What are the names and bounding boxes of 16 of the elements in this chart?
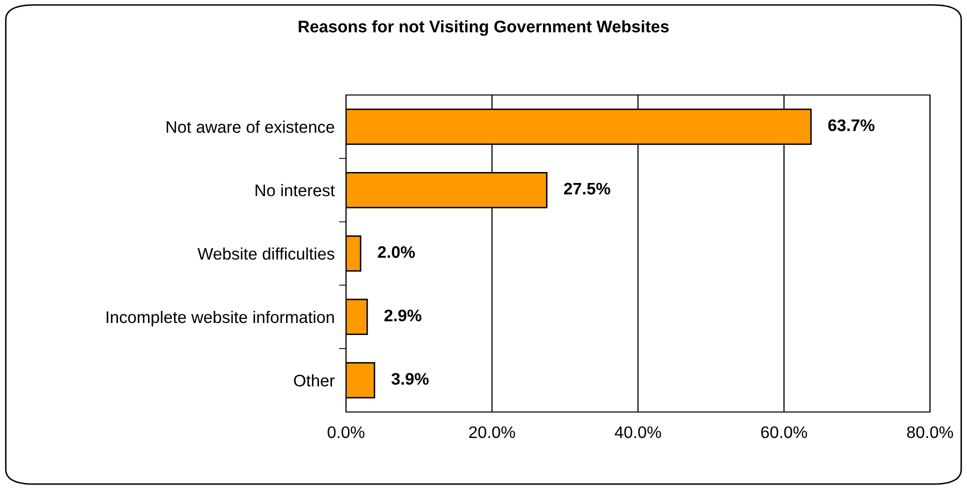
- y-tick-label: No interest: [256, 184, 335, 196]
- y-tick-label: Other: [294, 374, 335, 387]
- x-tick-label: 20.0%: [469, 426, 516, 438]
- data-label: 2.0%: [378, 246, 415, 258]
- x-tick-label: 40.0%: [614, 426, 662, 438]
- data-label: 3.9%: [392, 372, 429, 385]
- data-label: 2.9%: [384, 310, 422, 322]
- x-tick-label: 80.0%: [907, 426, 954, 438]
- x-tick-label: 0.0%: [328, 426, 364, 438]
- x-tick-label: 60.0%: [761, 426, 808, 438]
- data-label: 27.5%: [564, 182, 610, 195]
- y-tick-label: Not aware of existence: [166, 120, 334, 133]
- y-tick-label: Website difficulties: [198, 247, 334, 260]
- data-label: 63.7%: [828, 119, 874, 132]
- y-tick-label: Incomplete website information: [106, 310, 334, 326]
- chart-title: Reasons for not Visiting Government Websites: [298, 20, 669, 36]
